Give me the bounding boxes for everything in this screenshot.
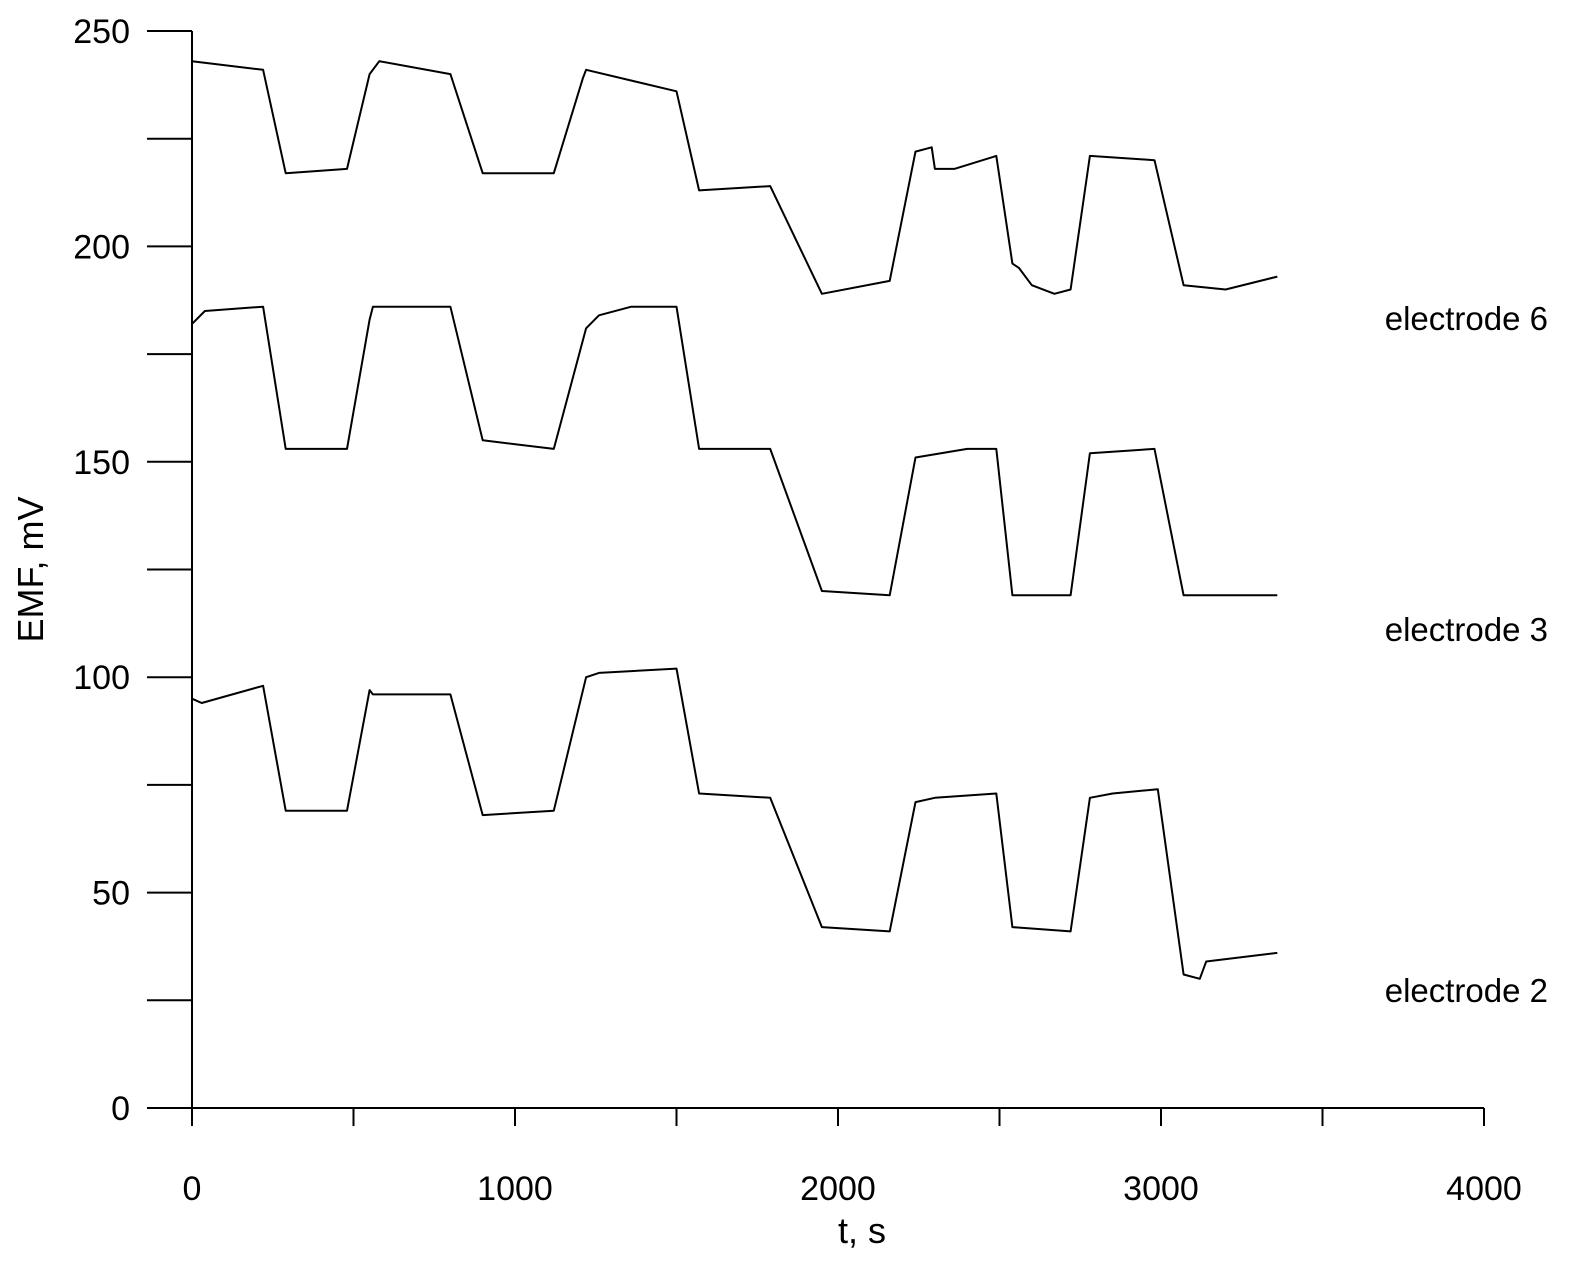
axes xyxy=(191,31,1484,1109)
y-tick-label: 150 xyxy=(73,444,130,482)
series-label-electrode-2: electrode 2 xyxy=(1385,972,1548,1009)
x-tick-labels: 0 1000 2000 3000 4000 xyxy=(183,1170,1522,1208)
y-tick-labels: 0 50 100 150 200 250 xyxy=(73,13,130,1128)
x-tick-label: 1000 xyxy=(477,1170,553,1208)
x-tick-label: 4000 xyxy=(1446,1170,1522,1208)
series-line-1 xyxy=(191,305,1278,597)
series-label-electrode-6: electrode 6 xyxy=(1385,300,1548,337)
y-tick-label: 100 xyxy=(73,659,130,697)
x-tick-label: 0 xyxy=(183,1170,202,1208)
y-tick-label: 50 xyxy=(92,875,130,913)
x-tick-label: 2000 xyxy=(800,1170,876,1208)
x-axis-title: t, s xyxy=(838,1210,886,1251)
x-tick-label: 3000 xyxy=(1123,1170,1199,1208)
series-line-0 xyxy=(191,60,1278,295)
y-axis-title: EMF, mV xyxy=(10,496,51,642)
series-line-2 xyxy=(191,667,1278,980)
y-ticks xyxy=(147,30,192,1109)
x-ticks xyxy=(191,1108,1485,1126)
series-label-electrode-3: electrode 3 xyxy=(1385,611,1548,648)
y-tick-label: 200 xyxy=(73,228,130,266)
series-lines xyxy=(191,60,1278,980)
y-tick-label: 0 xyxy=(111,1090,130,1128)
y-tick-label: 250 xyxy=(73,13,130,51)
series-labels: electrode 6 electrode 3 electrode 2 xyxy=(1385,300,1548,1009)
